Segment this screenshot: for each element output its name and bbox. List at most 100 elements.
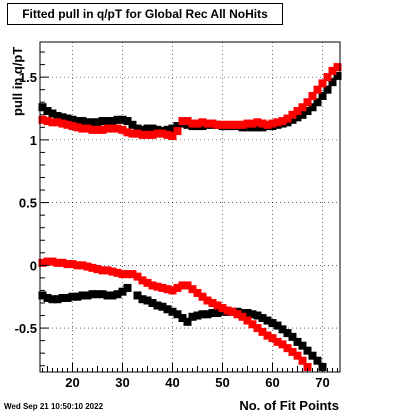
- data-point: [313, 356, 322, 365]
- data-point: [283, 344, 292, 353]
- data-point: [163, 125, 172, 134]
- data-point: [93, 125, 102, 134]
- data-point: [173, 310, 182, 319]
- data-point: [58, 119, 67, 128]
- data-point: [303, 98, 312, 107]
- data-point: [173, 127, 182, 136]
- data-point: [168, 286, 177, 295]
- data-point: [78, 117, 87, 126]
- data-point: [198, 292, 207, 301]
- data-point: [78, 291, 87, 300]
- data-point: [293, 337, 302, 346]
- data-point: [133, 291, 142, 300]
- data-point: [193, 119, 202, 128]
- data-point: [83, 118, 92, 127]
- data-point: [243, 119, 252, 128]
- data-point: [53, 112, 62, 121]
- data-point: [258, 314, 267, 323]
- data-point: [93, 290, 102, 299]
- x-tick-label: 50: [215, 375, 229, 390]
- y-tick-label: 1: [30, 133, 37, 148]
- data-point: [53, 295, 62, 304]
- data-point: [48, 109, 57, 118]
- data-point: [48, 257, 57, 266]
- data-point: [63, 293, 72, 302]
- data-point: [73, 292, 82, 301]
- data-point: [138, 130, 147, 139]
- data-point: [128, 120, 137, 129]
- data-point: [213, 309, 222, 318]
- data-point: [83, 124, 92, 133]
- data-point: [278, 117, 287, 126]
- data-point: [73, 261, 82, 270]
- data-point: [68, 115, 77, 124]
- data-point: [203, 296, 212, 305]
- data-point: [38, 258, 47, 267]
- data-point: [173, 122, 182, 131]
- x-tick-label: 70: [315, 375, 329, 390]
- data-point: [108, 267, 117, 276]
- data-point: [263, 120, 272, 129]
- data-point: [218, 120, 227, 129]
- data-point: [163, 130, 172, 139]
- data-point: [133, 124, 142, 133]
- data-point: [113, 124, 122, 133]
- data-point: [118, 125, 127, 134]
- data-point: [303, 346, 312, 355]
- data-point: [88, 118, 97, 127]
- data-point: [278, 340, 287, 349]
- chart-title: Fitted pull in q/pT for Global Rec All N…: [22, 7, 268, 21]
- data-point: [283, 329, 292, 338]
- data-point: [68, 260, 77, 269]
- series-2: [38, 63, 342, 141]
- data-point: [123, 128, 132, 137]
- data-point: [218, 304, 227, 313]
- data-point: [143, 278, 152, 287]
- data-point: [153, 282, 162, 291]
- series-3: [38, 283, 327, 371]
- data-point: [213, 120, 222, 129]
- y-tick-label: 0.5: [19, 196, 37, 211]
- data-point: [128, 129, 137, 138]
- data-point: [123, 270, 132, 279]
- data-point: [168, 124, 177, 133]
- data-point: [298, 341, 307, 350]
- data-point: [148, 124, 157, 133]
- data-point: [258, 119, 267, 128]
- data-point: [183, 117, 192, 126]
- data-point: [98, 117, 107, 126]
- y-tick-label: 1.5: [19, 70, 37, 85]
- data-point: [108, 124, 117, 133]
- series-4: [38, 257, 312, 371]
- data-point: [133, 129, 142, 138]
- data-point: [248, 320, 257, 329]
- data-point: [138, 295, 147, 304]
- data-point: [243, 309, 252, 318]
- data-point: [118, 270, 127, 279]
- data-point: [333, 63, 342, 72]
- data-point: [243, 316, 252, 325]
- data-point: [178, 117, 187, 126]
- plot-frame: [39, 41, 341, 373]
- data-point: [268, 334, 277, 343]
- data-point: [83, 262, 92, 271]
- data-point: [223, 120, 232, 129]
- data-point: [193, 311, 202, 320]
- data-point: [88, 125, 97, 134]
- data-point: [138, 276, 147, 285]
- data-point: [38, 115, 47, 124]
- data-point: [68, 292, 77, 301]
- data-point: [43, 107, 52, 116]
- data-point: [178, 314, 187, 323]
- data-point: [203, 310, 212, 319]
- data-point: [223, 306, 232, 315]
- data-point: [208, 298, 217, 307]
- data-point: [248, 310, 257, 319]
- data-point: [153, 129, 162, 138]
- data-point: [298, 110, 307, 119]
- ticks-layer: [40, 51, 338, 372]
- data-point: [318, 91, 327, 100]
- data-point: [298, 356, 307, 365]
- data-point: [288, 332, 297, 341]
